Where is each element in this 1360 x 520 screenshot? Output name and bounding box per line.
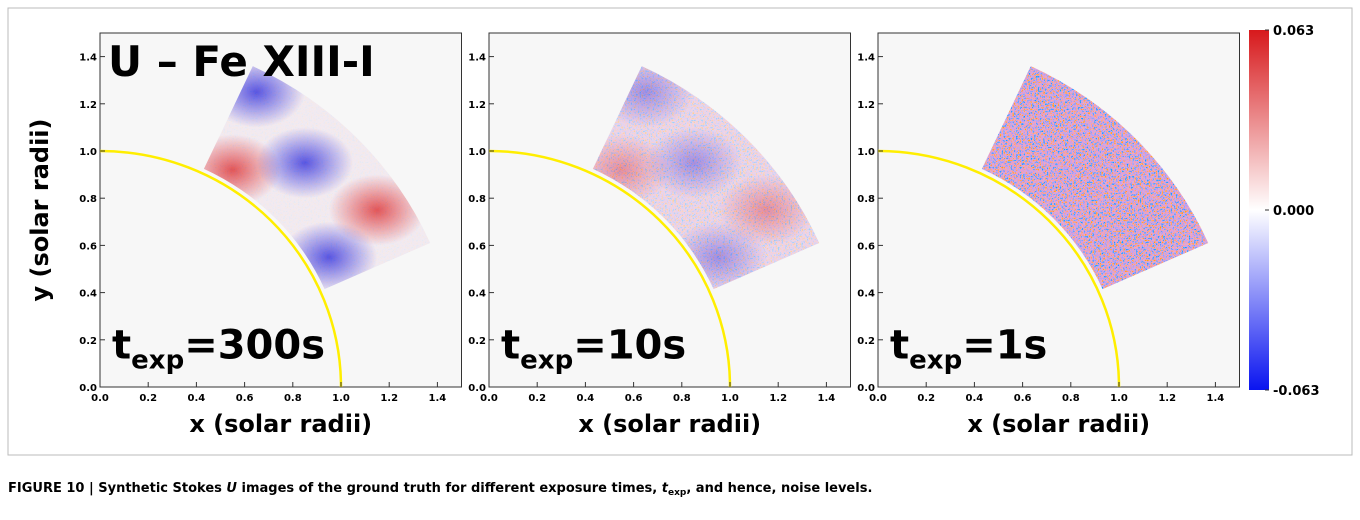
figure-border [7,7,1353,456]
y-tick-label: 0.2 [857,336,875,347]
y-tick-label: 0.8 [857,194,875,205]
x-tick-label: 1.2 [1158,393,1176,404]
x-tick-label: 1.0 [332,393,350,404]
exposure-label: texp=10s [501,323,686,376]
y-tick-label: 1.0 [857,147,875,158]
x-tick-label: 0.8 [284,393,302,404]
x-tick-label: 0.2 [139,393,157,404]
colorbar-tick-label: 0.000 [1273,204,1314,219]
y-axis-label: y (solar radii) [26,119,54,302]
exposure-label: texp=1s [890,323,1047,376]
x-tick-label: 0.6 [625,393,643,404]
x-tick-label: 0.4 [577,393,595,404]
y-tick-label: 0.6 [857,241,875,252]
y-tick-label: 1.2 [857,100,875,111]
x-tick-label: 0.0 [480,393,498,404]
x-tick-label: 0.6 [236,393,254,404]
exposure-sub: exp [131,346,184,376]
colorbar [1249,30,1269,390]
exposure-sub: exp [520,346,573,376]
exposure-value: =1s [962,323,1047,369]
exposure-t: t [112,323,131,369]
exposure-label: texp=300s [112,323,325,376]
x-tick-label: 1.2 [380,393,398,404]
x-tick-label: 0.0 [91,393,109,404]
y-tick-label: 1.0 [468,147,486,158]
y-tick-label: 0.8 [79,194,97,205]
y-tick-label: 1.2 [468,100,486,111]
x-tick-label: 0.8 [1062,393,1080,404]
x-tick-label: 0.2 [917,393,935,404]
x-tick-label: 0.6 [1014,393,1032,404]
exposure-t: t [890,323,909,369]
x-tick-label: 0.4 [188,393,206,404]
x-tick-label: 1.4 [429,393,447,404]
x-tick-label: 0.4 [966,393,984,404]
y-tick-label: 1.4 [857,53,875,64]
x-tick-label: 0.0 [869,393,887,404]
x-axis-label: x (solar radii) [967,410,1150,438]
solar-limb [488,149,732,388]
solar-limb [877,149,1121,388]
x-tick-label: 1.4 [818,393,836,404]
y-tick-label: 0.0 [468,383,486,394]
y-tick-label: 0.4 [79,289,97,300]
panel-title: U – Fe XIII-I [108,37,375,86]
colorbar-tick-label: -0.063 [1273,384,1320,399]
y-tick-label: 0.6 [468,241,486,252]
exposure-sub: exp [909,346,962,376]
x-tick-label: 0.8 [673,393,691,404]
y-tick-label: 0.0 [79,383,97,394]
solar-limb [99,149,343,388]
x-axis-label: x (solar radii) [189,410,372,438]
exposure-value: =10s [573,323,686,369]
y-tick-label: 1.2 [79,100,97,111]
exposure-value: =300s [184,323,325,369]
y-tick-label: 0.4 [468,289,486,300]
y-tick-label: 0.0 [857,383,875,394]
x-tick-label: 1.0 [1110,393,1128,404]
y-tick-label: 1.4 [468,53,486,64]
colorbar-tick-label: 0.063 [1273,24,1314,39]
y-tick-label: 0.6 [79,241,97,252]
y-tick-label: 0.8 [468,194,486,205]
x-tick-label: 1.4 [1207,393,1225,404]
x-axis-label: x (solar radii) [578,410,761,438]
x-tick-label: 1.2 [769,393,787,404]
x-tick-label: 0.2 [528,393,546,404]
caption: FIGURE 10 | Synthetic Stokes U images of… [8,481,872,498]
x-tick-label: 1.0 [721,393,739,404]
y-tick-label: 0.4 [857,289,875,300]
y-tick-label: 1.0 [79,147,97,158]
y-tick-label: 0.2 [79,336,97,347]
y-tick-label: 1.4 [79,53,97,64]
y-tick-label: 0.2 [468,336,486,347]
exposure-t: t [501,323,520,369]
